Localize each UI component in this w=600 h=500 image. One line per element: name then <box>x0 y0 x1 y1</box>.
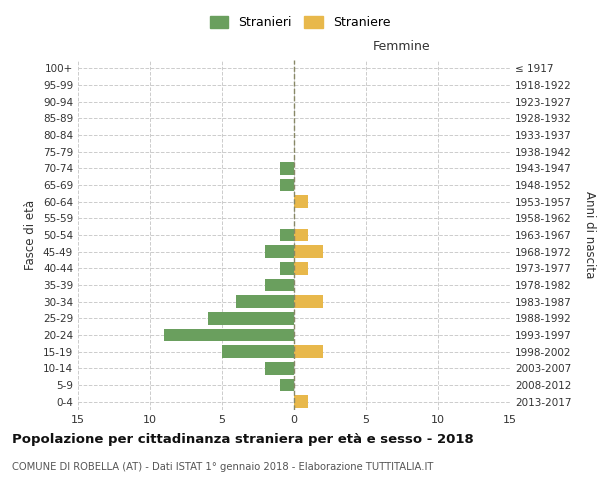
Bar <box>208 312 294 324</box>
Bar <box>280 162 294 174</box>
Bar <box>280 229 294 241</box>
Bar <box>236 296 294 308</box>
Bar <box>280 179 294 192</box>
Bar <box>294 262 308 274</box>
Y-axis label: Fasce di età: Fasce di età <box>25 200 37 270</box>
Bar <box>222 346 294 358</box>
Text: Popolazione per cittadinanza straniera per età e sesso - 2018: Popolazione per cittadinanza straniera p… <box>12 432 474 446</box>
Bar <box>265 362 294 374</box>
Bar <box>294 346 323 358</box>
Bar <box>164 329 294 341</box>
Bar <box>280 379 294 391</box>
Text: Femmine: Femmine <box>373 40 431 53</box>
Text: COMUNE DI ROBELLA (AT) - Dati ISTAT 1° gennaio 2018 - Elaborazione TUTTITALIA.IT: COMUNE DI ROBELLA (AT) - Dati ISTAT 1° g… <box>12 462 433 472</box>
Bar <box>294 229 308 241</box>
Bar <box>294 246 323 258</box>
Bar <box>265 279 294 291</box>
Bar <box>294 396 308 408</box>
Bar <box>265 246 294 258</box>
Legend: Stranieri, Straniere: Stranieri, Straniere <box>205 11 395 34</box>
Bar <box>280 262 294 274</box>
Y-axis label: Anni di nascita: Anni di nascita <box>583 192 596 278</box>
Bar <box>294 196 308 208</box>
Bar <box>294 296 323 308</box>
